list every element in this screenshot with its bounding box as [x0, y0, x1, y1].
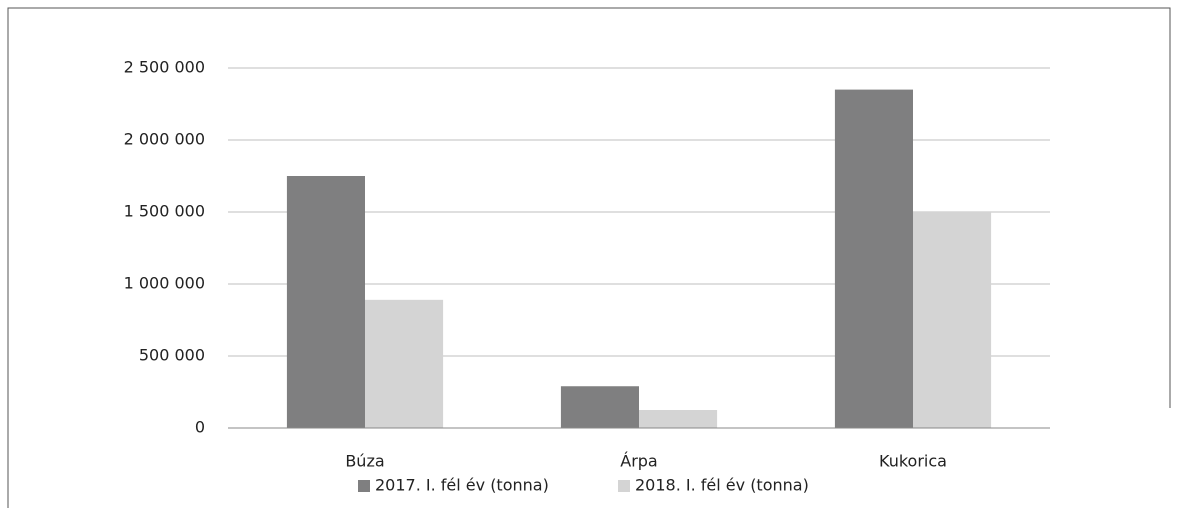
legend-swatch — [358, 480, 370, 492]
legend-label: 2018. I. fél év (tonna) — [635, 476, 809, 495]
y-tick-label: 2 000 000 — [124, 130, 205, 149]
x-tick-label: Árpa — [620, 452, 657, 471]
legend-label: 2017. I. fél év (tonna) — [375, 476, 549, 495]
bar — [639, 410, 718, 428]
y-tick-label: 500 000 — [139, 346, 205, 365]
frame — [7, 7, 1171, 508]
y-tick-label: 1 500 000 — [124, 202, 205, 221]
bar — [286, 176, 365, 428]
bar — [834, 89, 913, 428]
x-tick-label: Búza — [345, 452, 384, 471]
bar — [365, 299, 444, 428]
bar — [913, 212, 992, 428]
y-tick-label: 0 — [195, 418, 205, 437]
legend-swatch — [618, 480, 630, 492]
y-tick-label: 2 500 000 — [124, 58, 205, 77]
y-tick-label: 1 000 000 — [124, 274, 205, 293]
bar — [560, 386, 639, 428]
x-tick-label: Kukorica — [879, 452, 947, 471]
